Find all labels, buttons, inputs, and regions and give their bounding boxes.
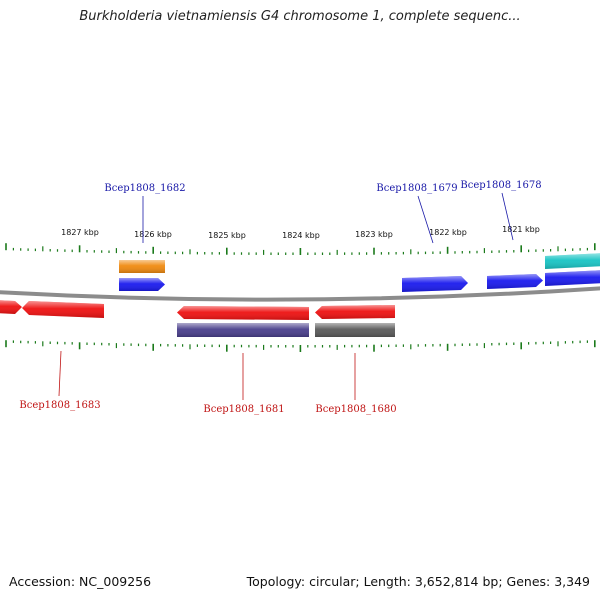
ruler-label-1827: 1827 kbp — [61, 228, 99, 237]
feature-bcep1808-1678[interactable] — [487, 274, 543, 289]
label-connectors — [58, 192, 514, 400]
accession-label: Accession: — [9, 574, 76, 589]
connector-1678 — [501, 192, 514, 241]
ruler-label-1822: 1822 kbp — [429, 228, 467, 237]
feature-red-edge-gene[interactable] — [0, 300, 22, 314]
ruler-label-1821: 1821 kbp — [502, 225, 540, 234]
feature-orange-gene[interactable] — [119, 260, 165, 273]
feature-bcep1808-1680[interactable] — [315, 305, 395, 319]
feature-cyan-gene[interactable] — [545, 253, 600, 269]
feature-purple-gene[interactable] — [177, 323, 309, 337]
ruler-label-1824: 1824 kbp — [282, 231, 320, 240]
feature-bcep1808-1682[interactable] — [119, 278, 165, 291]
gene-label-bcep1808-1683[interactable]: Bcep1808_1683 — [19, 400, 100, 411]
gene-label-bcep1808-1680[interactable]: Bcep1808_1680 — [315, 404, 396, 415]
ruler-label-1825: 1825 kbp — [208, 231, 246, 240]
ruler-label-1823: 1823 kbp — [355, 230, 393, 239]
accession-value: NC_009256 — [79, 574, 152, 589]
feature-gray-gene[interactable] — [315, 323, 395, 337]
ruler-label-1826: 1826 kbp — [134, 230, 172, 239]
forward-strand-track — [119, 253, 600, 292]
accession-line: Accession: NC_009256 — [9, 574, 151, 589]
gene-label-bcep1808-1678[interactable]: Bcep1808_1678 — [460, 180, 541, 191]
gene-labels: Bcep1808_1682 Bcep1808_1679 Bcep1808_167… — [19, 180, 541, 415]
ruler-labels: 1827 kbp 1826 kbp 1825 kbp 1824 kbp 1823… — [61, 225, 540, 240]
feature-bcep1808-1681[interactable] — [177, 306, 309, 320]
gene-label-bcep1808-1681[interactable]: Bcep1808_1681 — [203, 404, 284, 415]
inner-tick-track — [5, 340, 596, 352]
feature-bcep1808-1683[interactable] — [22, 301, 104, 318]
connector-1679 — [417, 195, 434, 244]
feature-blue-edge-gene[interactable] — [545, 270, 600, 286]
gene-label-bcep1808-1682[interactable]: Bcep1808_1682 — [104, 183, 185, 194]
gene-label-bcep1808-1679[interactable]: Bcep1808_1679 — [376, 183, 457, 194]
chromosome-backbone — [0, 286, 600, 302]
outer-tick-track — [5, 243, 596, 255]
connector-1683 — [58, 350, 62, 397]
genome-stats: Topology: circular; Length: 3,652,814 bp… — [246, 574, 590, 589]
page-title: Burkholderia vietnamiensis G4 chromosome… — [79, 9, 521, 24]
feature-bcep1808-1679[interactable] — [402, 276, 468, 292]
reverse-strand-track — [0, 300, 395, 337]
